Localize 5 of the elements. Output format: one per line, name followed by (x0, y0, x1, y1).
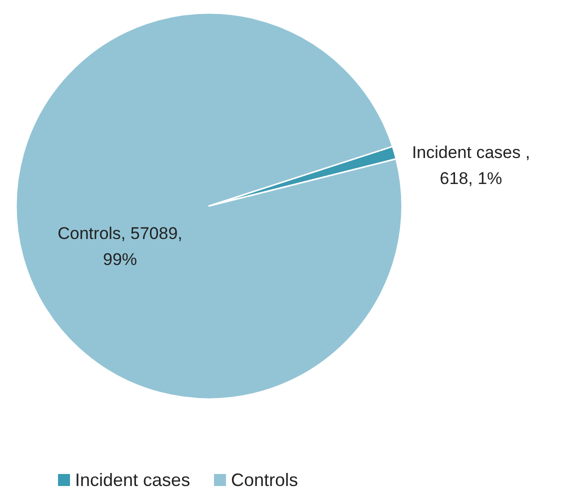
pie-slice (15, 12, 403, 400)
legend-label: Controls (231, 470, 298, 490)
legend-label: Incident cases (75, 470, 190, 490)
data-label: Controls, 57089, 99% (58, 224, 182, 269)
data-label: Incident cases , 618, 1% (412, 143, 530, 188)
